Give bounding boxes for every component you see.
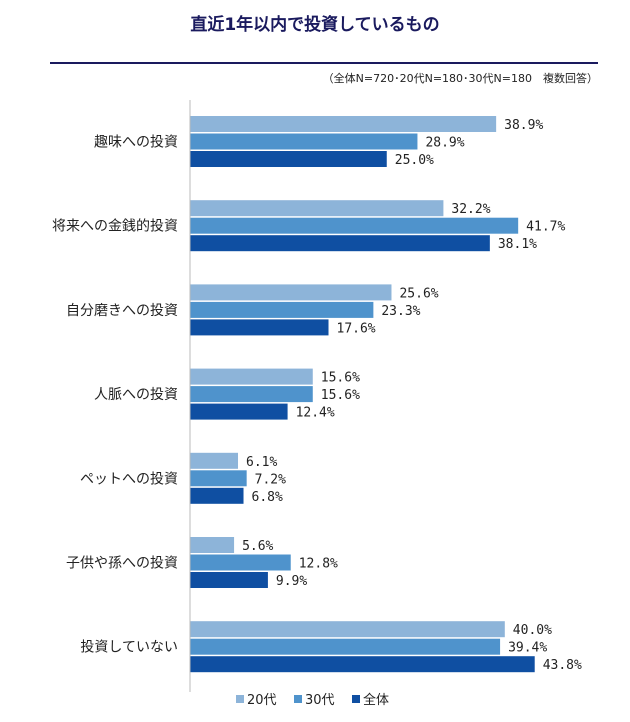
data-label: 6.1%	[246, 455, 277, 470]
data-label: 12.8%	[299, 557, 338, 572]
category-label: 投資していない	[80, 640, 178, 656]
category-label: 趣味への投資	[94, 135, 178, 151]
category-group: 将来への金銭的投資 32.2% 41.7% 38.1%	[52, 200, 565, 252]
legend-swatch	[236, 695, 244, 703]
legend-swatch	[352, 695, 360, 703]
bar	[190, 554, 291, 571]
bar	[190, 470, 247, 487]
bar	[190, 319, 329, 336]
data-label: 7.2%	[255, 472, 286, 487]
bar	[190, 572, 268, 588]
legend-item: 30代	[294, 693, 335, 708]
bar	[190, 235, 490, 252]
chart-title: 直近1年以内で投資しているもの	[190, 14, 439, 35]
legend-label: 30代	[305, 693, 335, 708]
data-label: 6.8%	[252, 490, 283, 505]
category-group: ペットへの投資 6.1% 7.2% 6.8%	[80, 452, 286, 505]
data-label: 12.4%	[296, 406, 335, 421]
bar	[190, 151, 387, 167]
data-label: 28.9%	[425, 136, 464, 151]
data-label: 15.6%	[321, 388, 360, 403]
data-label: 43.8%	[543, 658, 582, 673]
category-label: ペットへの投資	[80, 471, 178, 487]
legend-label: 全体	[363, 692, 389, 708]
bar	[190, 200, 444, 217]
data-label: 40.0%	[513, 623, 552, 638]
bar	[190, 116, 497, 132]
bar	[190, 638, 501, 655]
legend-label: 20代	[247, 693, 277, 708]
category-label: 将来への金銭的投資	[52, 219, 178, 235]
bar	[190, 217, 519, 234]
category-group: 趣味への投資 38.9% 28.9% 25.0%	[94, 116, 543, 168]
data-label: 41.7%	[526, 220, 565, 235]
category-label: 人脈への投資	[94, 387, 178, 403]
category-label: 子供や孫への投資	[66, 556, 178, 572]
category-group: 自分磨きへの投資 25.6% 23.3% 17.6%	[66, 284, 439, 336]
category-label: 自分磨きへの投資	[66, 303, 178, 319]
bar	[190, 386, 313, 403]
data-label: 23.3%	[381, 304, 420, 319]
data-label: 5.6%	[242, 539, 273, 554]
bar	[190, 368, 313, 385]
data-label: 39.4%	[508, 641, 547, 656]
data-label: 25.0%	[395, 153, 434, 168]
legend-swatch	[294, 695, 302, 703]
category-group: 投資していない 40.0% 39.4% 43.8%	[80, 621, 582, 673]
bar	[190, 537, 235, 553]
category-group: 人脈への投資 15.6% 15.6% 12.4%	[94, 368, 360, 421]
bar	[190, 284, 392, 301]
sample-size-note: （全体N=720･20代N=180･30代N=180 複数回答）	[323, 71, 598, 85]
data-label: 38.1%	[498, 237, 537, 252]
bar	[190, 452, 239, 469]
bar	[190, 133, 418, 150]
data-label: 17.6%	[337, 321, 376, 336]
data-label: 38.9%	[504, 118, 543, 133]
legend-item: 全体	[352, 692, 389, 708]
legend-item: 20代	[236, 693, 277, 708]
bar	[190, 656, 535, 673]
data-label: 15.6%	[321, 371, 360, 386]
data-label: 25.6%	[399, 286, 438, 301]
data-label: 32.2%	[451, 202, 490, 217]
bar	[190, 487, 244, 504]
bar	[190, 301, 374, 318]
data-label: 9.9%	[276, 574, 307, 589]
category-group: 子供や孫への投資 5.6% 12.8% 9.9%	[66, 537, 338, 589]
legend: 20代 30代 全体	[236, 692, 389, 708]
bar	[190, 621, 505, 638]
bar	[190, 403, 288, 420]
bars-layer: 趣味への投資 38.9% 28.9% 25.0% 将来への金銭的投資 32.2% 41.7%…	[52, 116, 582, 673]
